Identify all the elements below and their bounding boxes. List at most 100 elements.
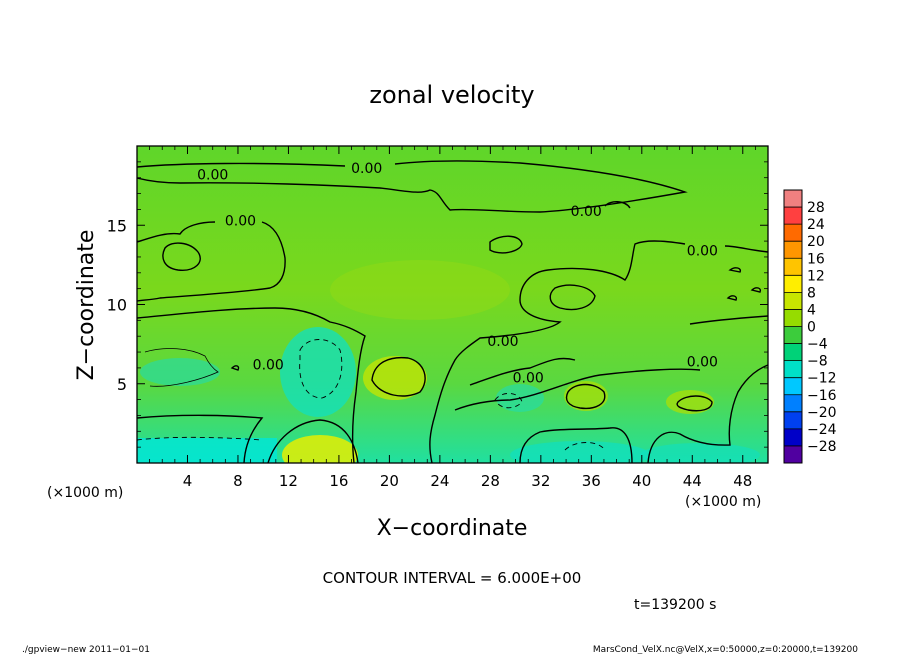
colorbar-swatch	[784, 190, 802, 208]
colorbar-label: −20	[807, 405, 837, 421]
x-tick-label: 16	[329, 472, 348, 490]
footer-right: MarsCond_VelX.nc@VelX,x=0:50000,z=0:2000…	[593, 645, 858, 654]
field-blob	[564, 381, 608, 411]
colorbar-swatch	[784, 377, 802, 396]
z-unit-label: (×1000 m)	[47, 485, 123, 501]
field-blob	[280, 327, 356, 417]
field-blob	[330, 260, 510, 320]
contour-line	[454, 368, 701, 411]
contour-label: 0.00	[197, 168, 228, 184]
contour-line	[137, 160, 688, 213]
colorbar-label: 28	[807, 200, 825, 216]
contour-line	[429, 240, 768, 463]
x-tick-label: 12	[279, 472, 298, 490]
x-unit-label: (×1000 m)	[685, 494, 761, 510]
contour-lines	[137, 160, 768, 463]
colorbar-label: −4	[807, 337, 828, 353]
colorbar-swatch	[784, 326, 802, 344]
contour-label-group: 0.00 0.00 0.00 0.00 0.00 0.00 0.00 0.00 0.00	[197, 161, 718, 386]
field-blob	[137, 438, 277, 463]
contour-label: 0.00	[687, 355, 718, 371]
x-tick-label: 4	[183, 472, 193, 490]
contour-label: 0.00	[351, 161, 382, 177]
colorbar-swatch	[784, 411, 802, 430]
x-axis-title: X−coordinate	[377, 516, 528, 541]
field-background	[137, 146, 768, 463]
x-tick-labels: 4 8 12 16 20 24 28 32 36 40 44 48	[183, 472, 753, 490]
colorbar-label: 0	[807, 320, 816, 336]
footer-left: ./gpview−new 2011−01−01	[22, 645, 150, 654]
colorbar-swatch	[784, 445, 802, 464]
contour-lines-dashed	[137, 339, 606, 451]
contour-line	[137, 221, 286, 302]
contour-label: 0.00	[571, 204, 602, 220]
colorbar-swatch	[784, 207, 802, 225]
contour-line	[267, 419, 359, 463]
contour-line	[469, 357, 576, 386]
contour-line	[726, 267, 762, 301]
colorbar-swatch	[784, 360, 802, 378]
contour-lines-thin	[144, 348, 219, 387]
contour-label: 0.00	[253, 358, 284, 374]
time-text: t=139200 s	[634, 597, 716, 613]
x-tick-label: 44	[683, 472, 702, 490]
x-tick-label: 24	[430, 472, 449, 490]
colorbar-label: 12	[807, 268, 825, 284]
field-blob	[140, 358, 220, 386]
colorbar-label: 8	[807, 285, 816, 301]
contour-line	[689, 315, 768, 325]
y-axis-title: Z−coordinate	[74, 230, 99, 381]
contour-line	[647, 364, 768, 463]
y-tick-labels: 5 10 15	[107, 216, 127, 394]
colorbar-swatch	[784, 343, 802, 361]
chart-title: zonal velocity	[369, 81, 534, 109]
contour-line	[371, 356, 426, 397]
contour-line	[564, 442, 606, 451]
y-tick-label: 5	[117, 375, 127, 394]
colorbar-swatch	[784, 275, 802, 293]
x-tick-label: 28	[481, 472, 500, 490]
colorbar-swatch	[784, 394, 802, 413]
colorbar-label: −24	[807, 422, 837, 438]
axis-ticks	[137, 146, 768, 463]
colorbar-label: 16	[807, 251, 825, 267]
colorbar-label: 24	[807, 217, 825, 233]
colorbar-label: −28	[807, 439, 837, 455]
contour-line	[230, 365, 240, 371]
contour-line	[137, 436, 263, 441]
colorbar	[783, 189, 803, 464]
colorbar-swatch	[784, 292, 802, 310]
x-tick-label: 48	[733, 472, 752, 490]
contour-line	[549, 284, 596, 311]
x-tick-label: 40	[632, 472, 651, 490]
contour-line	[676, 395, 713, 412]
colorbar-swatch	[784, 258, 802, 276]
field-blob	[510, 441, 650, 463]
field-blob	[282, 435, 358, 463]
y-tick-label: 10	[107, 296, 127, 315]
colorbar-label: 20	[807, 234, 825, 250]
field-blob	[640, 443, 760, 463]
x-tick-label: 8	[233, 472, 243, 490]
colorbar-label: 4	[807, 302, 816, 318]
contour-interval-text: CONTOUR INTERVAL = 6.000E+00	[323, 569, 582, 587]
y-tick-label: 15	[107, 216, 127, 235]
contour-line	[144, 348, 219, 387]
contour-line	[489, 235, 523, 254]
contour-line	[162, 242, 201, 271]
contour-line	[604, 201, 631, 209]
contour-line	[137, 307, 366, 463]
contour-label: 0.00	[687, 244, 718, 260]
colorbar-label: −12	[807, 371, 837, 387]
contour-label: 0.00	[487, 334, 518, 350]
x-tick-label: 20	[380, 472, 399, 490]
plot-area: 0.00 0.00 0.00 0.00 0.00 0.00 0.00 0.00 0.00	[137, 146, 768, 463]
colorbar-swatch	[784, 428, 802, 447]
colorbar-swatch	[784, 224, 802, 242]
colorbar-swatch	[784, 309, 802, 327]
colorbar-label: −8	[807, 354, 828, 370]
contour-line	[565, 383, 606, 410]
contour-line	[519, 427, 633, 463]
